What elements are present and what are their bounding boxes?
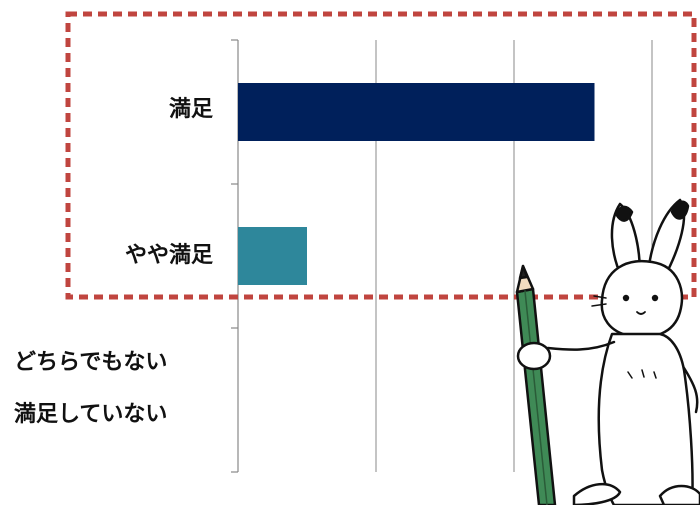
category-label-somewhat-satisfied: やや満足 — [124, 243, 213, 268]
pencil-icon — [515, 264, 557, 505]
y-axis — [231, 39, 239, 473]
rabbit-holding-pencil-icon — [515, 198, 700, 505]
bar-1 — [238, 83, 595, 141]
highlight-box — [65, 11, 697, 300]
category-label-satisfied: 満足 — [168, 97, 213, 122]
bar-2 — [238, 227, 307, 285]
category-label-not-satisfied: 満足していない — [14, 402, 168, 427]
category-label-neutral: どちらでもない — [14, 350, 168, 375]
bars — [238, 83, 595, 285]
